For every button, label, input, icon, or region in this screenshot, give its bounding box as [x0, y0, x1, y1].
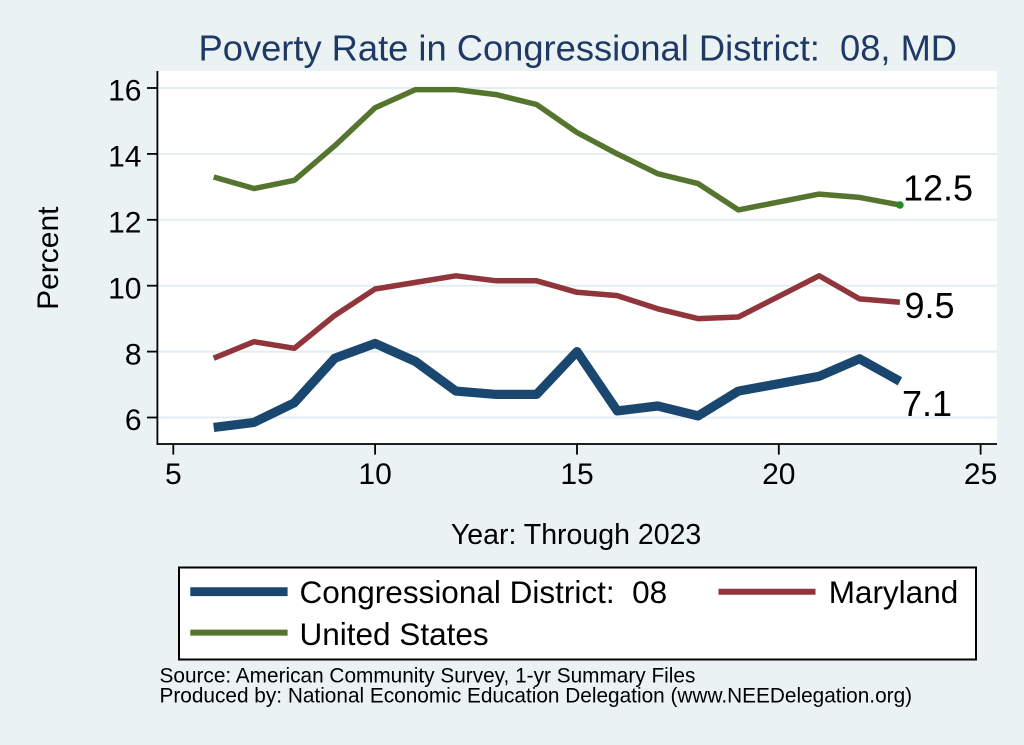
- svg-text:12.5: 12.5: [903, 168, 973, 209]
- svg-text:6: 6: [125, 404, 142, 437]
- svg-text:15: 15: [560, 458, 593, 491]
- svg-text:20: 20: [762, 458, 795, 491]
- svg-text:United States: United States: [300, 616, 489, 652]
- svg-text:10: 10: [108, 272, 141, 305]
- svg-text:Maryland: Maryland: [829, 574, 959, 610]
- svg-text:Produced by: National Economic: Produced by: National Economic Education…: [160, 685, 913, 708]
- svg-text:Source: American Community Sur: Source: American Community Survey, 1-yr …: [160, 665, 696, 688]
- svg-text:8: 8: [125, 338, 142, 371]
- svg-text:Percent: Percent: [32, 206, 65, 310]
- svg-text:10: 10: [358, 458, 391, 491]
- svg-text:Year: Through 2023: Year: Through 2023: [451, 519, 701, 551]
- svg-text:14: 14: [108, 141, 141, 174]
- svg-text:9.5: 9.5: [905, 285, 955, 326]
- svg-text:25: 25: [964, 458, 997, 491]
- svg-text:12: 12: [108, 207, 141, 240]
- svg-text:5: 5: [165, 458, 182, 491]
- svg-text:7.1: 7.1: [902, 383, 952, 424]
- svg-text:Poverty Rate in Congressional: Poverty Rate in Congressional District: …: [199, 27, 957, 68]
- svg-text:16: 16: [108, 75, 141, 108]
- svg-text:Congressional District: 08: Congressional District: 08: [300, 574, 668, 610]
